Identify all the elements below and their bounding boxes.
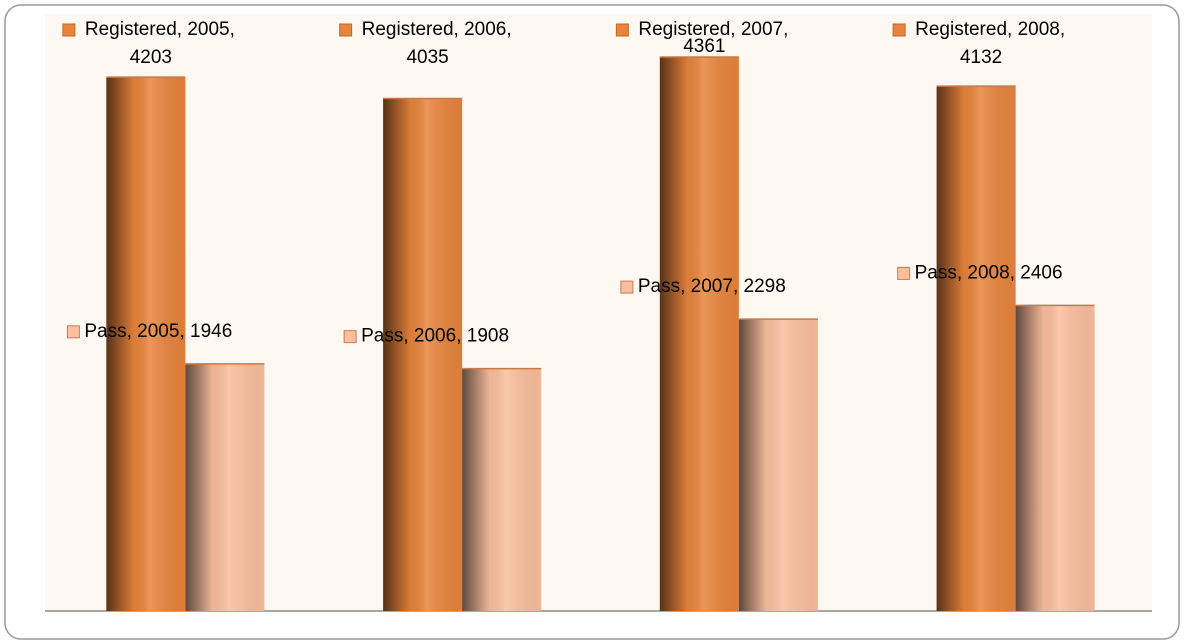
bar-shading: [738, 319, 818, 611]
bar-shading: [462, 368, 542, 611]
data-label: Registered, 2008, 4132: [915, 19, 1065, 68]
label-key: [62, 23, 76, 37]
bar-shading: [383, 98, 463, 612]
data-label: Pass, 2005, 1946: [84, 321, 232, 342]
label-key: [343, 330, 357, 344]
bar-shading: [936, 86, 1016, 612]
bar-shading: [1015, 305, 1095, 611]
data-label: Registered, 2006, 4035: [362, 19, 512, 68]
bar-shading: [659, 57, 739, 612]
label-key: [339, 23, 353, 37]
label-key: [897, 266, 911, 280]
label-key: [892, 23, 906, 37]
label-key: [615, 23, 629, 37]
data-label: Pass, 2007, 2298: [638, 276, 786, 297]
label-key: [66, 325, 80, 339]
data-label: Pass, 2006, 1908: [361, 326, 509, 347]
data-label: Pass, 2008, 2406: [915, 262, 1063, 283]
bar-shading: [185, 363, 265, 611]
label-key: [620, 280, 634, 294]
data-label: Registered, 2007, 4361: [638, 19, 788, 57]
bar-shading: [106, 77, 186, 611]
data-label: Registered, 2005, 4203: [85, 19, 235, 68]
